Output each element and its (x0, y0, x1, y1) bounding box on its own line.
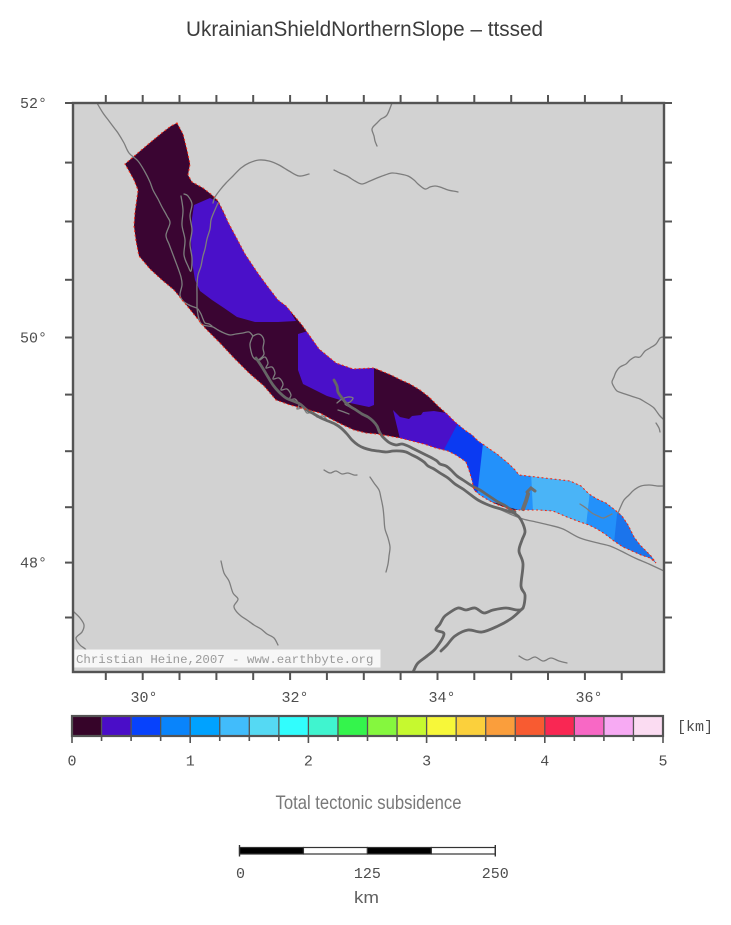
svg-text:250: 250 (482, 866, 509, 883)
svg-text:Christian Heine,2007 - www.ear: Christian Heine,2007 - www.earthbyte.org (76, 653, 373, 667)
svg-text:48°: 48° (20, 556, 47, 573)
svg-text:[km]: [km] (677, 719, 713, 736)
svg-text:30°: 30° (130, 690, 157, 707)
svg-text:0: 0 (236, 866, 245, 883)
svg-text:2: 2 (304, 754, 313, 771)
svg-text:5: 5 (658, 754, 667, 771)
svg-text:0: 0 (67, 754, 76, 771)
svg-text:125: 125 (354, 866, 381, 883)
svg-text:UkrainianShieldNorthernSlope –: UkrainianShieldNorthernSlope – ttssed (186, 17, 543, 41)
svg-text:1: 1 (186, 754, 195, 771)
svg-text:Total tectonic subsidence: Total tectonic subsidence (276, 792, 462, 814)
svg-text:36°: 36° (575, 690, 602, 707)
svg-text:3: 3 (422, 754, 431, 771)
svg-text:32°: 32° (281, 690, 308, 707)
svg-text:34°: 34° (428, 690, 455, 707)
svg-text:km: km (354, 888, 379, 907)
svg-text:50°: 50° (20, 331, 47, 348)
svg-text:52°: 52° (20, 96, 47, 113)
svg-text:4: 4 (540, 754, 549, 771)
